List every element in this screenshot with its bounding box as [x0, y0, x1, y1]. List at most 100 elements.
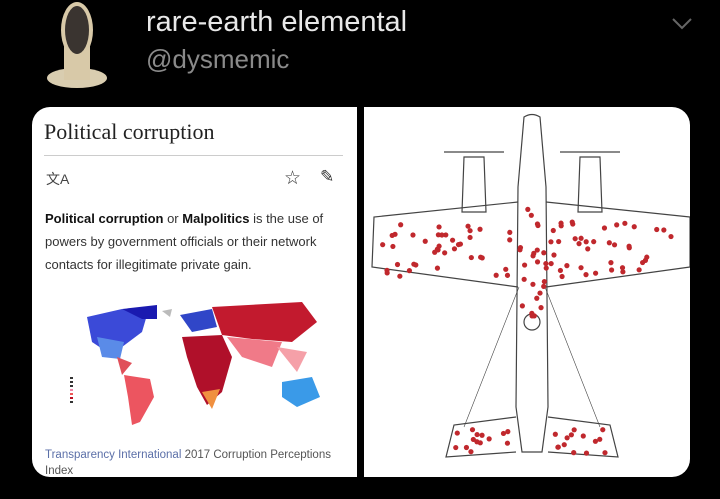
translate-icon[interactable]: 文A	[46, 171, 70, 187]
bullet-hole-dot	[578, 235, 584, 241]
bullet-hole-dot	[541, 250, 547, 256]
bullet-hole-dot	[597, 436, 603, 442]
bullet-hole-dot	[568, 432, 574, 438]
bullet-hole-dot	[556, 238, 562, 245]
bullet-hole-dot	[578, 265, 584, 271]
bullet-hole-dot	[537, 290, 543, 296]
bullet-hole-dot	[583, 450, 590, 456]
user-handle[interactable]: @dysmemic	[146, 44, 290, 74]
bullet-hole-dot	[449, 237, 456, 243]
bullet-hole-dot	[504, 272, 511, 278]
bullet-hole-dot	[611, 242, 618, 248]
bullet-hole-dot	[558, 223, 564, 229]
article-intro: Political corruption or Malpolitics is t…	[45, 207, 345, 276]
bullet-hole-dot	[592, 438, 599, 444]
bullet-hole-dot	[534, 259, 541, 265]
avatar[interactable]	[44, 0, 110, 88]
survivorship-bias-plane-image	[364, 107, 690, 477]
bullet-hole-dot	[397, 273, 403, 279]
bullet-hole-dot	[467, 228, 473, 234]
bullet-hole-dot	[477, 440, 483, 446]
bullet-hole-dot	[503, 266, 509, 272]
bullet-hole-dot	[463, 444, 470, 451]
bullet-hole-dot	[434, 265, 441, 271]
bullet-hole-dot	[410, 232, 416, 238]
bullet-hole-dot	[517, 247, 523, 253]
bullet-hole-dot	[519, 303, 525, 309]
bullet-hole-dot	[451, 246, 458, 252]
bullet-hole-dot	[571, 427, 577, 433]
bullet-hole-dot	[467, 234, 473, 241]
article-title: Political corruption	[44, 119, 215, 144]
bullet-hole-dot	[521, 276, 527, 282]
caption-text: 2017 Corruption Perceptions Index	[45, 449, 331, 477]
bullet-hole-dot	[644, 254, 650, 260]
bullet-hole-dot	[601, 225, 608, 231]
bullet-hole-dot	[550, 227, 556, 234]
bullet-hole-dot	[580, 433, 586, 439]
bullet-hole-dot	[465, 223, 471, 229]
bullet-hole-dot	[564, 435, 570, 441]
text: or	[163, 211, 183, 226]
bullet-hole-dot	[619, 265, 626, 271]
text: is the use of powers by government offic…	[45, 211, 324, 272]
world-map-image[interactable]	[62, 297, 332, 427]
bullet-hole-dot	[528, 212, 534, 218]
bullet-hole-dot	[478, 254, 484, 260]
bullet-hole-dot	[469, 427, 476, 433]
bullet-hole-dot	[583, 272, 589, 278]
bullet-hole-dot	[572, 236, 578, 242]
pencil-icon[interactable]: ✎	[320, 167, 335, 186]
display-name[interactable]: rare-earth elemental	[146, 6, 408, 38]
bullet-hole-dot	[479, 432, 485, 438]
bullet-hole-dot	[505, 429, 511, 435]
bullet-hole-dot	[552, 431, 558, 437]
bullet-hole-dot	[390, 243, 396, 250]
star-icon[interactable]: ☆	[284, 168, 302, 189]
bullet-hole-dot	[422, 238, 428, 244]
bullet-hole-dot	[486, 436, 492, 442]
bullet-hole-dot	[555, 444, 561, 450]
bullet-hole-dot	[529, 313, 535, 319]
bullet-hole-dot	[507, 229, 513, 236]
bullet-hole-dot	[661, 227, 667, 233]
bullet-hole-dot	[436, 224, 442, 230]
bullet-hole-dot	[559, 273, 565, 280]
bullet-hole-dot	[535, 222, 541, 229]
wikipedia-screenshot: Political corruption 文A ☆ ✎ Political co…	[32, 107, 357, 477]
bullet-hole-dot	[654, 226, 660, 233]
bullet-hole-dot	[620, 269, 626, 275]
bullet-hole-dot	[394, 261, 401, 268]
bold-term: Malpolitics	[182, 211, 250, 226]
bullet-hole-dot	[384, 270, 390, 276]
bullet-hole-dot	[453, 444, 459, 451]
bullet-hole-dot	[571, 450, 577, 456]
bullet-hole-dot	[622, 220, 628, 226]
bullet-hole-dot	[569, 219, 575, 225]
bullet-hole-dot	[500, 430, 507, 437]
bullet-hole-dot	[541, 278, 547, 285]
wings	[371, 201, 690, 288]
bullet-hole-dot	[543, 260, 549, 267]
tail	[445, 416, 619, 458]
bullet-hole-dot	[608, 260, 614, 266]
bullet-hole-dot	[477, 226, 483, 232]
bullet-hole-dot	[614, 222, 620, 228]
bullet-hole-dot	[406, 268, 413, 274]
chevron-down-icon[interactable]	[670, 14, 694, 34]
bullet-hole-dot	[398, 222, 404, 228]
bullet-hole-dot	[548, 260, 554, 267]
bullet-hole-dot	[585, 246, 591, 252]
bullet-hole-dot	[541, 283, 547, 290]
bullet-hole-dot	[468, 254, 474, 261]
bullet-hole-dot	[583, 239, 589, 245]
fuselage	[515, 113, 549, 453]
bullet-hole-dot	[564, 263, 570, 269]
caption-link[interactable]: Transparency International	[45, 449, 182, 461]
bullet-hole-dot	[468, 449, 474, 455]
bullet-hole-dot	[534, 247, 540, 253]
bullet-hole-dot	[439, 232, 445, 238]
bullet-hole-dot	[551, 252, 557, 258]
bullet-hole-dot	[608, 267, 615, 273]
bullet-hole-dot	[591, 239, 597, 245]
